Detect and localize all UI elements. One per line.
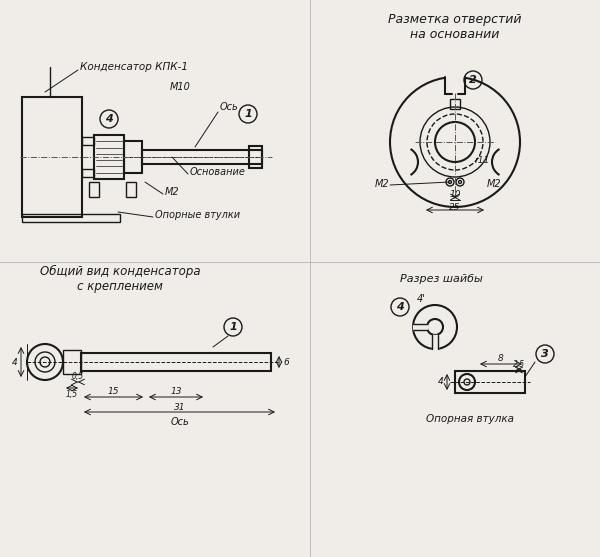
Text: 2: 2 [469, 75, 477, 85]
Bar [89, 182, 99, 197]
Text: 3: 3 [541, 349, 549, 359]
Text: 25: 25 [449, 203, 461, 212]
Bar [249, 146, 262, 168]
Text: Разметка отверстий
на основании: Разметка отверстий на основании [388, 13, 522, 41]
Text: 4': 4' [417, 294, 426, 304]
Text: 2,5: 2,5 [513, 359, 525, 369]
Text: 31: 31 [174, 403, 185, 412]
Text: 1: 1 [229, 322, 237, 332]
Text: 15: 15 [108, 388, 119, 397]
Text: Общий вид конденсатора
с креплением: Общий вид конденсатора с креплением [40, 265, 200, 293]
Text: Основание: Основание [190, 167, 246, 177]
Text: 0,5: 0,5 [72, 373, 84, 382]
Bar [126, 182, 136, 197]
Bar [124, 141, 142, 173]
Bar [82, 169, 94, 177]
Text: М2: М2 [375, 179, 389, 189]
Text: Ось: Ось [220, 102, 239, 112]
Bar [82, 137, 94, 145]
Text: 1: 1 [244, 109, 252, 119]
Bar [455, 371, 525, 393]
Text: М10: М10 [170, 82, 191, 92]
Text: 13: 13 [170, 388, 182, 397]
Text: Опорные втулки: Опорные втулки [155, 210, 240, 220]
Text: 4: 4 [396, 302, 404, 312]
Bar [81, 353, 271, 371]
Text: 1,5: 1,5 [66, 389, 78, 398]
Text: Опорная втулка: Опорная втулка [426, 414, 514, 424]
Bar [450, 99, 460, 109]
Text: r11: r11 [475, 155, 490, 164]
Text: 6: 6 [283, 358, 289, 367]
Text: 4: 4 [12, 358, 18, 367]
Bar [22, 97, 82, 217]
Text: 8: 8 [498, 354, 504, 363]
Text: 4: 4 [105, 114, 113, 124]
Polygon shape [432, 335, 438, 349]
Text: Ось: Ось [170, 417, 189, 427]
Text: М2: М2 [487, 179, 502, 189]
Bar [142, 150, 262, 164]
Polygon shape [413, 324, 427, 330]
Bar [22, 214, 120, 222]
Text: 4: 4 [438, 378, 444, 387]
Bar [63, 350, 81, 374]
Text: Разрез шайбы: Разрез шайбы [400, 274, 483, 284]
Bar [94, 135, 124, 179]
Text: 10: 10 [449, 189, 461, 198]
Text: М2: М2 [165, 187, 179, 197]
Text: Конденсатор КПК-1: Конденсатор КПК-1 [80, 62, 188, 72]
Bar [445, 72, 465, 102]
